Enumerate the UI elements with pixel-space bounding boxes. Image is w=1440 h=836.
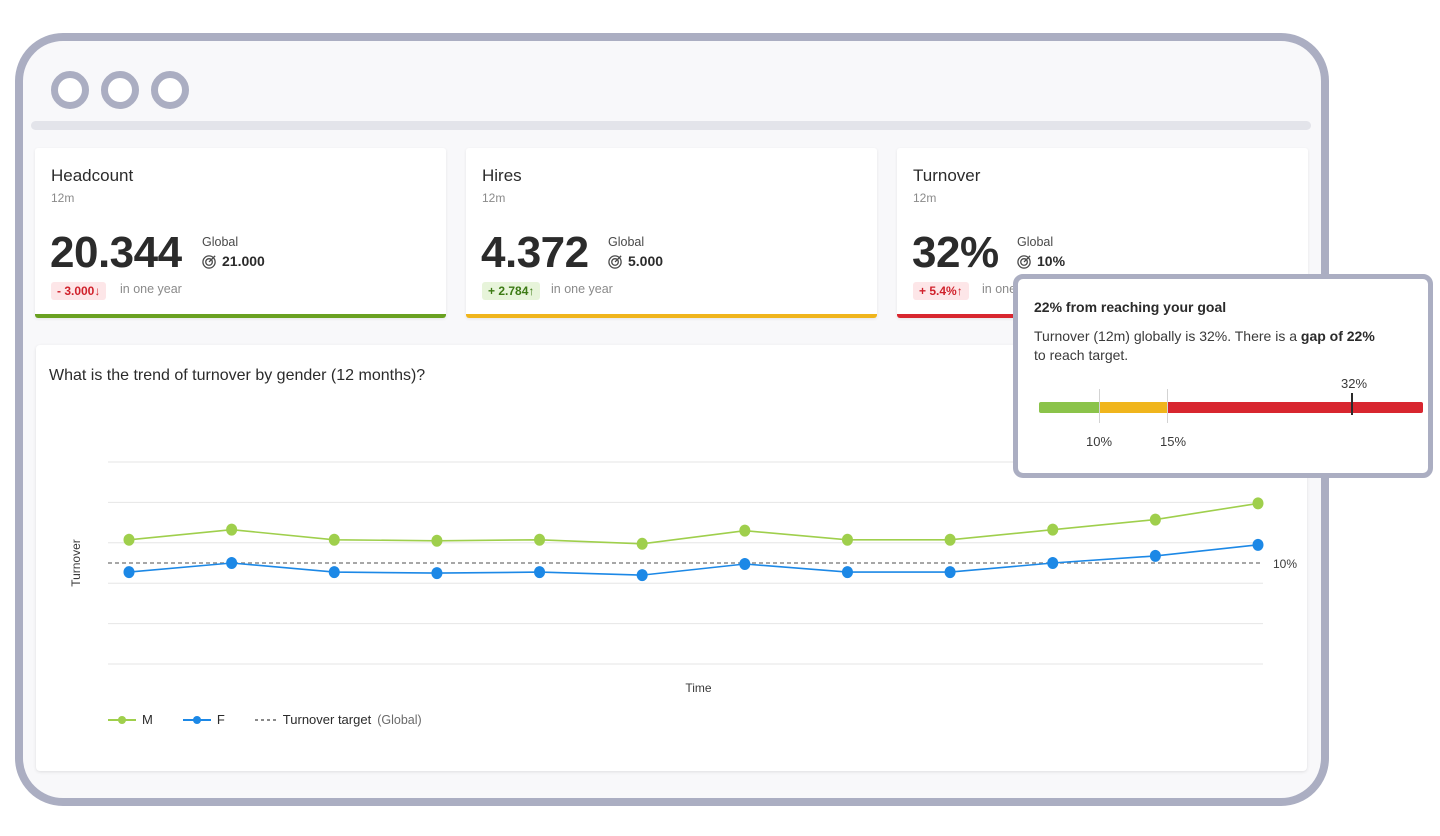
data-point-m	[534, 533, 546, 546]
delta-value: + 5.4%	[919, 284, 957, 298]
status-bar	[35, 314, 446, 318]
delta-badge: + 5.4%↑	[913, 282, 969, 300]
legend-line-f-icon	[182, 715, 211, 724]
kpi-global-value: 10%	[1017, 253, 1065, 269]
tooltip-title: 22% from reaching your goal	[1034, 299, 1227, 315]
legend-item-target[interactable]: Turnover target (Global)	[254, 712, 422, 727]
data-point-m	[431, 534, 443, 547]
data-point-m	[1252, 497, 1264, 510]
kpi-global-number: 10%	[1037, 253, 1066, 269]
series-line-m	[128, 502, 1259, 545]
turnover-line-chart: Turnover Time 10%	[69, 461, 1297, 695]
data-point-m	[739, 524, 751, 537]
window-control-circle-icon[interactable]	[101, 71, 139, 109]
delta-suffix: in one year	[551, 282, 613, 296]
legend-label-f: F	[216, 712, 225, 727]
gauge-segment-good	[1039, 402, 1099, 413]
data-point-m	[226, 523, 238, 536]
data-point-f	[944, 566, 956, 579]
series-line-f	[128, 544, 1259, 576]
data-point-f	[226, 557, 238, 569]
data-point-f	[1047, 557, 1059, 569]
chart-question: What is the trend of turnover by gender …	[49, 367, 426, 384]
arrow-up-icon: ↑	[956, 284, 963, 298]
kpi-card-hires[interactable]: Hires 12m 4.372 Global 5.000 + 2.784↑ in…	[466, 148, 877, 318]
legend-line-m-icon	[108, 715, 136, 724]
kpi-period: 12m	[51, 191, 75, 205]
chart-legend: M F Turnover target (Global)	[108, 712, 422, 727]
kpi-title: Turnover	[913, 166, 981, 185]
arrow-up-icon: ↑	[528, 284, 535, 298]
gauge-segment-bad	[1167, 402, 1423, 413]
kpi-global-label: Global	[608, 235, 645, 249]
data-point-m	[1047, 523, 1059, 536]
delta-value: - 3.000	[57, 284, 95, 298]
kpi-global-label: Global	[1017, 235, 1054, 249]
delta-suffix: in one year	[120, 282, 182, 296]
legend-item-f[interactable]: F	[182, 712, 225, 727]
legend-label-target: Turnover target	[282, 712, 372, 727]
target-icon	[202, 254, 216, 269]
data-point-f	[123, 566, 135, 579]
y-axis-label: Turnover	[69, 539, 83, 587]
arrow-down-icon: ↓	[94, 284, 101, 298]
data-point-f	[739, 558, 751, 571]
gauge-current-label: 32%	[1341, 376, 1368, 391]
gauge-segment-warn	[1099, 402, 1167, 413]
data-point-f	[534, 566, 546, 579]
kpi-title: Hires	[482, 166, 522, 185]
kpi-global-value: 5.000	[608, 253, 663, 269]
kpi-period: 12m	[913, 191, 937, 205]
data-point-m	[841, 533, 853, 546]
tooltip-body-text: Turnover (12m) globally is 32%. There is…	[1034, 328, 1301, 344]
data-point-f	[636, 569, 648, 582]
target-icon	[1017, 254, 1031, 269]
data-point-m	[1149, 513, 1161, 526]
data-point-m	[636, 537, 648, 550]
gauge-current-marker	[1351, 393, 1353, 415]
tooltip-body-text-end: to reach target.	[1034, 347, 1129, 363]
data-point-m	[944, 533, 956, 546]
kpi-global-number: 21.000	[222, 253, 265, 269]
gauge-threshold-tick	[1167, 389, 1168, 423]
kpi-value: 20.344	[50, 228, 182, 277]
kpi-global-value: 21.000	[202, 253, 265, 269]
legend-dashed-line-icon	[254, 718, 277, 721]
kpi-value: 4.372	[481, 228, 589, 277]
legend-item-m[interactable]: M	[108, 712, 153, 727]
kpi-global-label: Global	[202, 235, 239, 249]
target-line-label: 10%	[1273, 557, 1297, 571]
kpi-value: 32%	[912, 228, 999, 277]
address-bar[interactable]	[31, 121, 1311, 130]
gauge-threshold-high-label: 15%	[1160, 434, 1187, 449]
data-point-f	[1252, 538, 1264, 551]
data-point-f	[431, 567, 443, 580]
x-axis-label: Time	[685, 681, 712, 695]
gauge-threshold-low-label: 10%	[1086, 434, 1113, 449]
kpi-card-headcount[interactable]: Headcount 12m 20.344 Global 21.000 - 3.0…	[35, 148, 446, 318]
window-control-circle-icon[interactable]	[151, 71, 189, 109]
kpi-period: 12m	[482, 191, 506, 205]
goal-tooltip: 22% from reaching your goal Turnover (12…	[1013, 274, 1433, 478]
data-point-f	[1149, 549, 1161, 562]
delta-badge: + 2.784↑	[482, 282, 541, 300]
data-point-m	[328, 533, 340, 546]
data-point-m	[123, 533, 135, 546]
data-point-f	[328, 566, 340, 579]
status-bar	[466, 314, 877, 318]
delta-badge: - 3.000↓	[51, 282, 107, 300]
data-point-f	[841, 566, 853, 579]
kpi-title: Headcount	[51, 166, 134, 185]
tooltip-body-emphasis: gap of 22%	[1300, 328, 1375, 344]
delta-value: + 2.784	[488, 284, 529, 298]
window-control-circle-icon[interactable]	[51, 71, 89, 109]
kpi-global-number: 5.000	[628, 253, 664, 269]
tooltip-body: Turnover (12m) globally is 32%. There is…	[1034, 327, 1419, 365]
legend-label-m: M	[142, 712, 153, 727]
gauge-threshold-tick	[1099, 389, 1100, 423]
legend-label-target-scope: (Global)	[377, 712, 422, 727]
target-icon	[608, 254, 622, 269]
